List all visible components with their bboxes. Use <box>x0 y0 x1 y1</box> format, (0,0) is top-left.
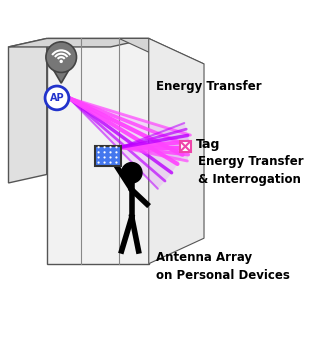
Polygon shape <box>47 39 149 264</box>
Polygon shape <box>119 39 204 64</box>
Text: Antenna Array
on Personal Devices: Antenna Array on Personal Devices <box>155 251 290 282</box>
Circle shape <box>109 146 112 148</box>
Polygon shape <box>9 39 149 47</box>
Circle shape <box>46 42 77 73</box>
Circle shape <box>98 151 100 153</box>
Circle shape <box>109 151 112 153</box>
Polygon shape <box>50 65 72 83</box>
Polygon shape <box>95 145 121 166</box>
Polygon shape <box>9 39 47 183</box>
Circle shape <box>115 146 117 148</box>
Circle shape <box>115 161 117 164</box>
Circle shape <box>60 60 63 63</box>
Circle shape <box>104 146 106 148</box>
Circle shape <box>104 151 106 153</box>
Text: Energy Transfer: Energy Transfer <box>155 80 261 93</box>
Text: Energy Transfer
& Interrogation: Energy Transfer & Interrogation <box>198 155 304 186</box>
Circle shape <box>121 162 142 183</box>
Circle shape <box>115 156 117 159</box>
Circle shape <box>104 161 106 164</box>
Circle shape <box>109 156 112 159</box>
Polygon shape <box>149 39 204 264</box>
Circle shape <box>98 161 100 164</box>
Text: Tag: Tag <box>196 138 220 151</box>
Circle shape <box>98 156 100 159</box>
Circle shape <box>45 86 69 110</box>
Polygon shape <box>180 141 191 152</box>
Circle shape <box>104 156 106 159</box>
Circle shape <box>115 151 117 153</box>
Polygon shape <box>121 123 189 161</box>
Circle shape <box>98 146 100 148</box>
Circle shape <box>109 161 112 164</box>
Text: AP: AP <box>50 93 64 103</box>
Polygon shape <box>69 98 190 189</box>
